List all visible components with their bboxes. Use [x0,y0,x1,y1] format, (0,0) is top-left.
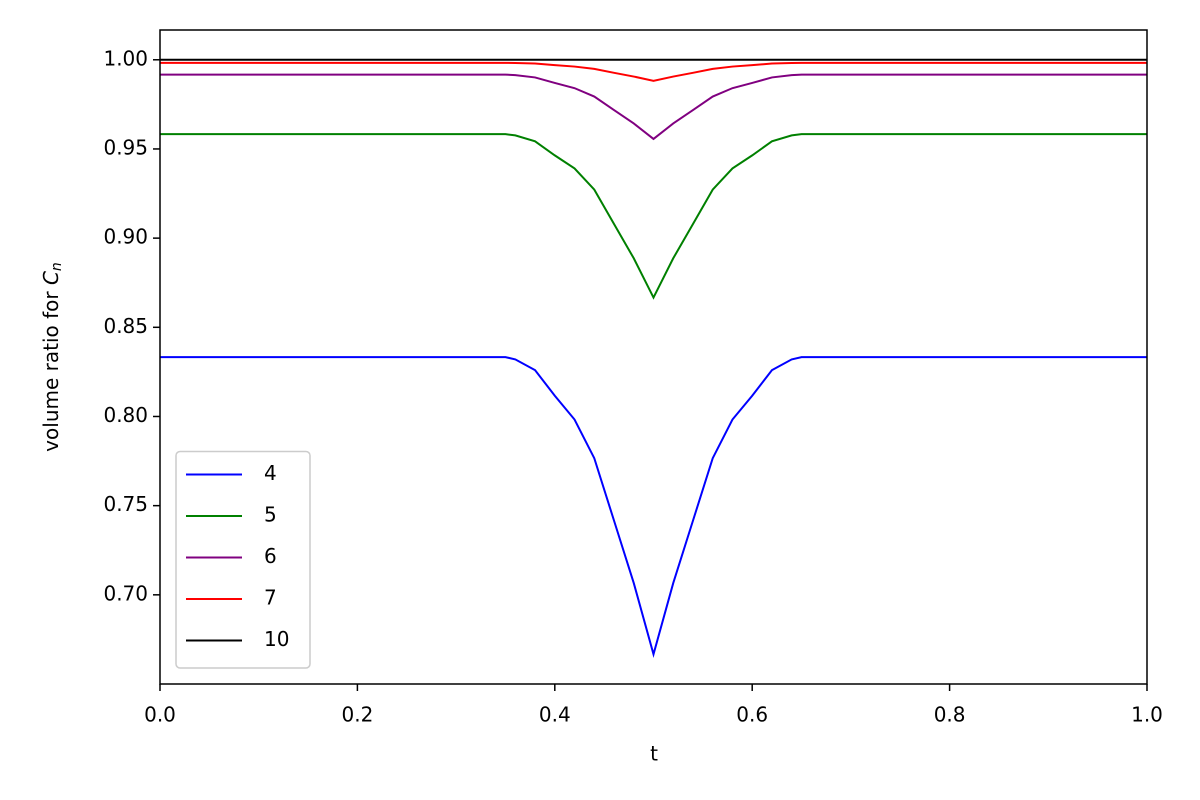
x-tick-label: 0.0 [144,703,176,727]
y-tick-label: 0.80 [103,403,148,427]
plot-frame [159,29,1148,685]
y-label-symbol: C [39,271,63,285]
series-line [160,133,1147,300]
x-tick-label: 0.6 [736,703,768,727]
y-tick-label: 1.00 [103,46,148,70]
series-line [160,61,1147,82]
y-tick-label: 0.95 [103,135,148,159]
legend-label: 5 [264,503,277,527]
y-tick-label: 0.90 [103,225,148,249]
y-axis-label: volume ratio for Cn [39,262,66,452]
legend-label: 7 [264,586,277,610]
x-tick-label: 0.2 [341,703,373,727]
x-tick-label: 0.8 [934,703,966,727]
y-label-text: volume ratio for [39,285,63,452]
x-axis-label: t [650,742,658,766]
y-tick-label: 0.75 [103,492,148,516]
legend-box [175,450,311,669]
legend-label: 4 [264,461,277,485]
y-label-subscript: n [49,262,65,271]
y-tick-label: 0.85 [103,314,148,338]
series-line [160,73,1147,141]
legend-label: 6 [264,544,277,568]
series-line [160,356,1147,658]
x-tick-label: 0.4 [539,703,571,727]
y-tick-label: 0.70 [103,581,148,605]
legend-label: 10 [264,627,289,651]
x-tick-label: 1.0 [1131,703,1163,727]
